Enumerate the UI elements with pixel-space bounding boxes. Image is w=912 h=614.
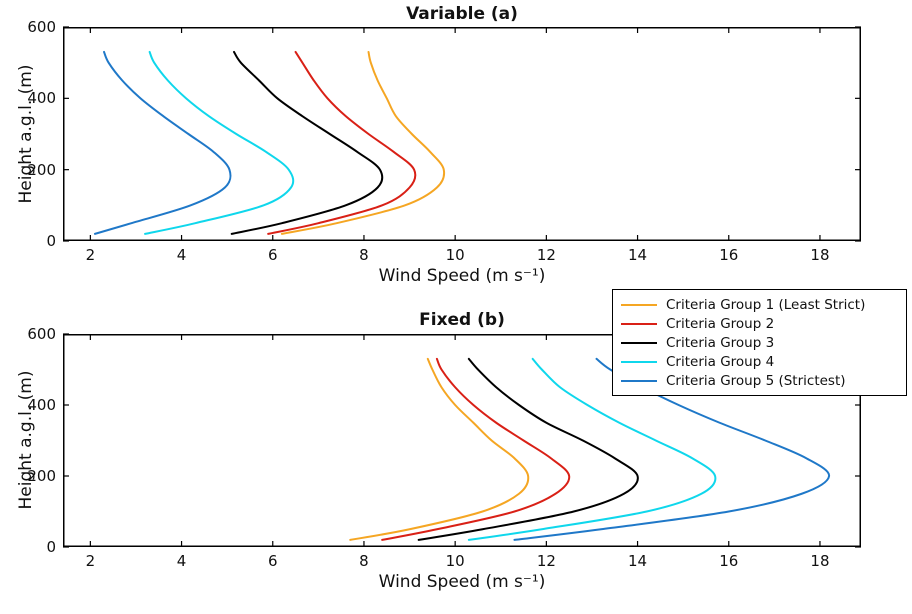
x-tick-label: 2 — [85, 246, 96, 264]
axes-frame — [63, 334, 861, 547]
legend-line-sample — [621, 303, 657, 306]
legend-entry-label: Criteria Group 1 (Least Strict) — [666, 296, 866, 313]
curve-criteria-group-1-least-strict- — [349, 357, 530, 541]
legend-entry-label: Criteria Group 3 — [666, 334, 775, 351]
legend-entry: Criteria Group 5 (Strictest) — [621, 371, 898, 390]
legend-box: Criteria Group 1 (Least Strict) Criteria … — [612, 289, 907, 396]
legend-entry-label: Criteria Group 5 (Strictest) — [666, 372, 846, 389]
y-tick-label: 200 — [27, 160, 56, 179]
legend-entry: Criteria Group 4 — [621, 352, 898, 371]
axes-frame — [63, 27, 861, 241]
curve-criteria-group-4 — [144, 50, 295, 235]
legend-entry-label: Criteria Group 4 — [666, 353, 775, 370]
panel-1-y-axis-label: Height a.g.l. (m) — [16, 64, 36, 204]
panel-2-y-axis-label: Height a.g.l. (m) — [16, 370, 36, 510]
legend-line-sample — [621, 360, 657, 363]
legend-entry: Criteria Group 2 — [621, 314, 898, 333]
x-tick-label: 2 — [85, 552, 96, 570]
y-tick-label: 600 — [27, 325, 56, 343]
panel-1-x-axis-label: Wind Speed (m s⁻¹) — [378, 266, 546, 286]
curve-criteria-group-2 — [267, 50, 417, 235]
y-tick-label: 600 — [27, 18, 56, 36]
x-tick-label: 12 — [536, 246, 556, 264]
legend-entry: Criteria Group 1 (Least Strict) — [621, 295, 898, 314]
x-tick-label: 18 — [810, 246, 830, 264]
x-tick-label: 18 — [810, 552, 830, 570]
panel-1-plot-area — [63, 26, 861, 242]
y-tick-label: 200 — [27, 467, 56, 485]
x-tick-label: 10 — [445, 246, 465, 264]
x-tick-label: 8 — [359, 246, 369, 264]
x-tick-label: 10 — [445, 552, 465, 570]
y-tick-label: 0 — [46, 538, 56, 556]
panel-1-svg — [63, 26, 861, 242]
panel-2-x-axis-label: Wind Speed (m s⁻¹) — [378, 572, 546, 592]
curve-criteria-group-5-strictest- — [93, 50, 232, 235]
y-tick-label: 400 — [27, 89, 56, 108]
y-tick-label: 400 — [27, 396, 56, 414]
curve-criteria-group-3 — [417, 357, 639, 541]
panel-2-title: Fixed (b) — [419, 310, 505, 330]
legend-line-sample — [621, 341, 657, 344]
legend-entry: Criteria Group 3 — [621, 333, 898, 352]
curve-criteria-group-2 — [381, 357, 571, 541]
x-tick-label: 14 — [628, 552, 648, 570]
x-tick-label: 12 — [536, 552, 556, 570]
curve-criteria-group-3 — [230, 50, 384, 235]
curve-criteria-group-1-least-strict- — [280, 50, 446, 235]
y-tick-label: 0 — [46, 232, 56, 250]
x-tick-label: 16 — [719, 246, 739, 264]
x-tick-label: 6 — [267, 552, 278, 570]
legend-line-sample — [621, 322, 657, 325]
x-tick-label: 4 — [176, 552, 187, 570]
panel-2-svg — [63, 333, 861, 548]
curve-criteria-group-4 — [467, 357, 717, 541]
x-tick-label: 4 — [176, 246, 187, 264]
legend-entry-label: Criteria Group 2 — [666, 315, 775, 332]
x-tick-label: 8 — [359, 552, 369, 570]
panel-1-title: Variable (a) — [406, 4, 518, 24]
x-tick-label: 6 — [267, 246, 278, 264]
x-tick-label: 16 — [719, 552, 739, 570]
legend-line-sample — [621, 379, 657, 382]
x-tick-label: 14 — [628, 246, 648, 264]
panel-2-plot-area — [63, 333, 861, 548]
